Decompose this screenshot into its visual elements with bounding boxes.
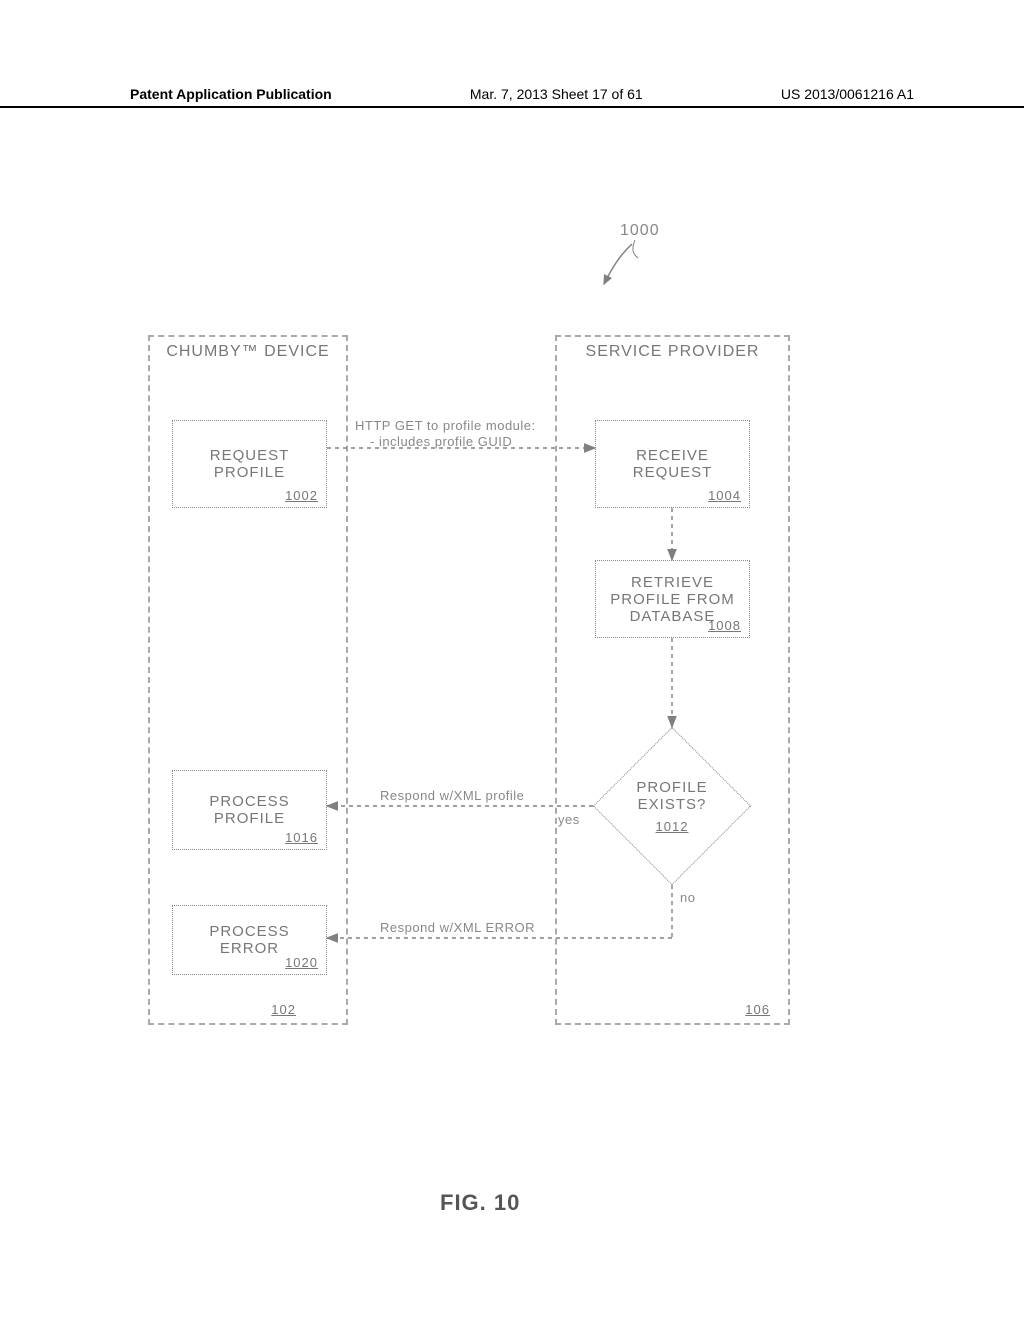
swimlane-provider-title: SERVICE PROVIDER [557, 343, 788, 361]
box-ref: 1008 [708, 618, 741, 633]
edge-label-respond-xml-profile: Respond w/XML profile [380, 788, 524, 803]
decision-text: PROFILE [636, 779, 707, 796]
swimlane-provider-ref: 106 [745, 1002, 770, 1017]
box-text: PROCESS [173, 793, 326, 810]
figure-reference-label: 1000 [620, 222, 660, 240]
box-text: PROFILE FROM [596, 591, 749, 608]
box-request-profile: REQUEST PROFILE 1002 [172, 420, 327, 508]
box-ref: 1020 [285, 955, 318, 970]
figure-reference-arrow [590, 240, 650, 300]
swimlane-device-title: CHUMBY™ DEVICE [150, 343, 346, 361]
box-receive-request: RECEIVE REQUEST 1004 [595, 420, 750, 508]
box-text: REQUEST [596, 464, 749, 481]
decision-ref: 1012 [656, 819, 689, 834]
header-right: US 2013/0061216 A1 [781, 86, 914, 102]
edge-label-http-get-1: HTTP GET to profile module: [355, 418, 536, 433]
box-retrieve-profile: RETRIEVE PROFILE FROM DATABASE 1008 [595, 560, 750, 638]
box-text: PROCESS [173, 923, 326, 940]
edge-label-yes: yes [558, 812, 580, 827]
box-text: REQUEST [173, 447, 326, 464]
box-text: RETRIEVE [596, 574, 749, 591]
figure-area: 1000 CHUMBY™ DEVICE 102 SERVICE PROVIDER… [0, 110, 1024, 1320]
box-text: RECEIVE [596, 447, 749, 464]
box-ref: 1002 [285, 488, 318, 503]
header-left: Patent Application Publication [130, 86, 332, 102]
box-process-profile: PROCESS PROFILE 1016 [172, 770, 327, 850]
header-center: Mar. 7, 2013 Sheet 17 of 61 [470, 86, 643, 102]
decision-text: EXISTS? [638, 796, 707, 813]
box-text: PROFILE [173, 810, 326, 827]
decision-profile-exists: PROFILE EXISTS? 1012 [616, 750, 728, 862]
box-ref: 1016 [285, 830, 318, 845]
box-process-error: PROCESS ERROR 1020 [172, 905, 327, 975]
box-text: PROFILE [173, 464, 326, 481]
swimlane-device-ref: 102 [271, 1002, 296, 1017]
edge-label-no: no [680, 890, 695, 905]
page-header: Patent Application Publication Mar. 7, 2… [0, 86, 1024, 108]
box-ref: 1004 [708, 488, 741, 503]
edge-label-respond-xml-error: Respond w/XML ERROR [380, 920, 535, 935]
edge-label-http-get-2: - includes profile GUID [370, 434, 512, 449]
figure-caption: FIG. 10 [440, 1190, 520, 1216]
